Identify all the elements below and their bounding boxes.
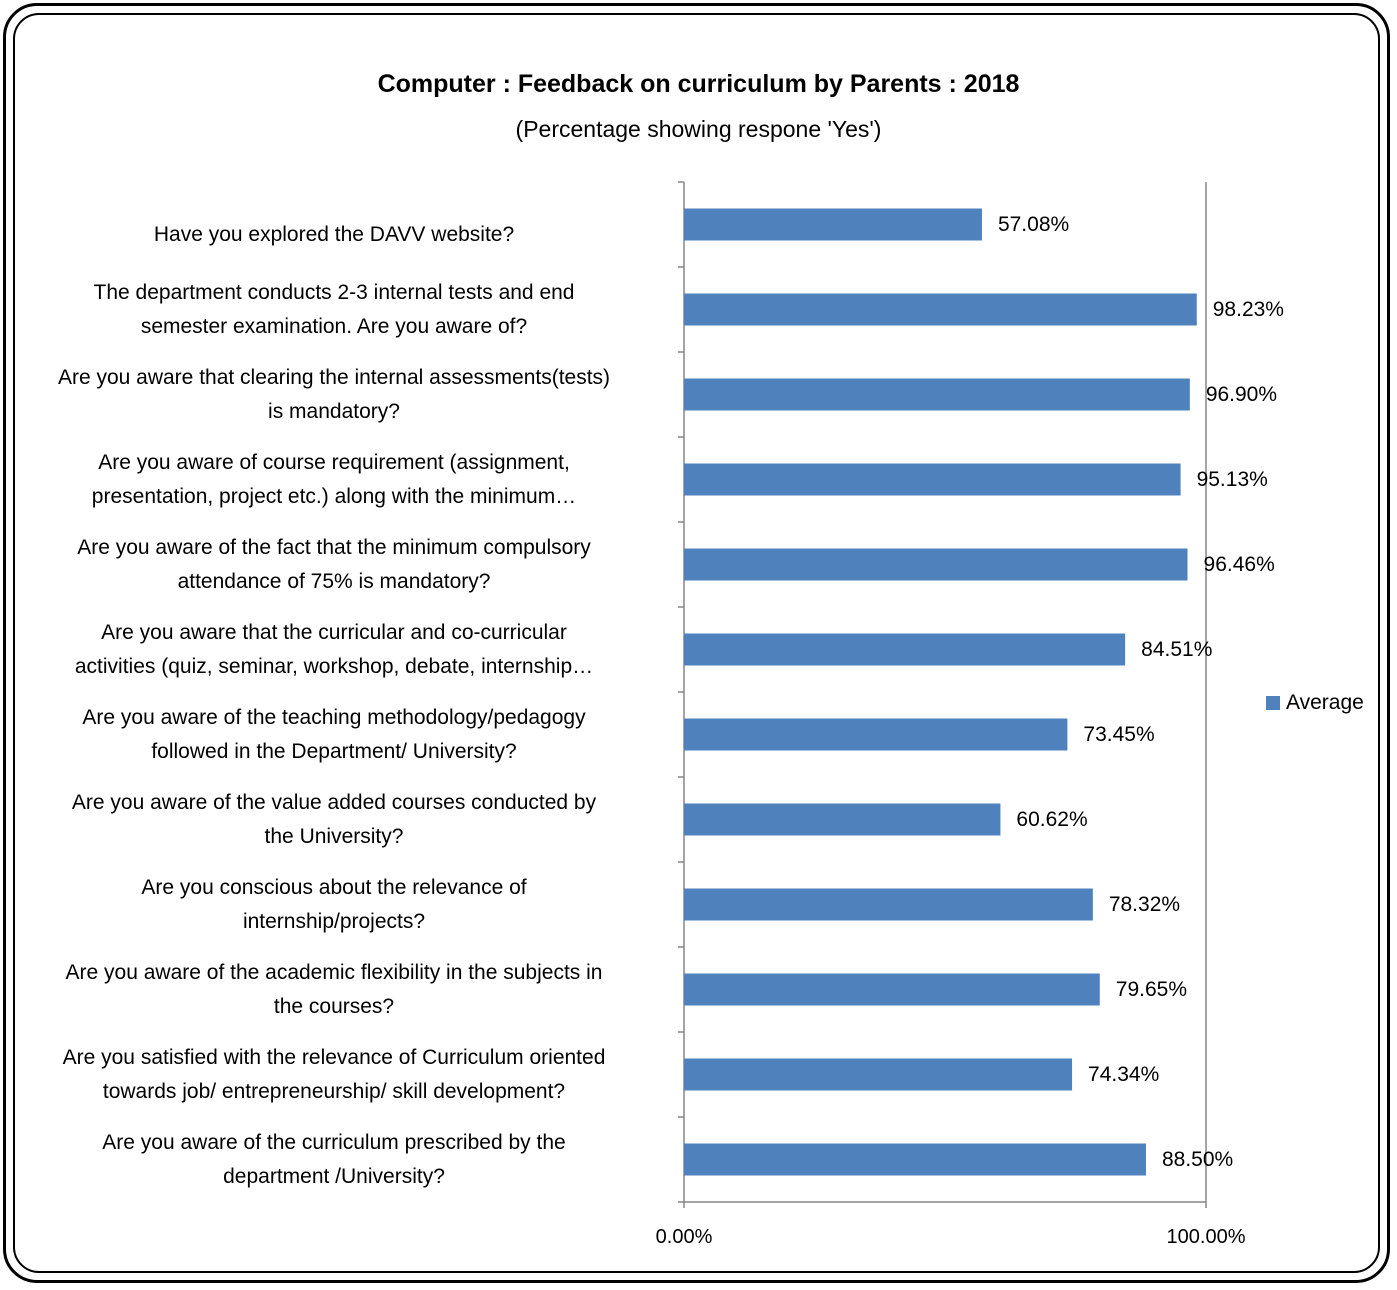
chart-frame-inner bbox=[13, 13, 1380, 1273]
category-label-10: Are you aware of the academic flexibilit… bbox=[65, 960, 603, 1018]
chart-frame-outer bbox=[3, 3, 1390, 1283]
bar-11 bbox=[684, 1058, 1073, 1091]
data-label-3: 96.90% bbox=[1205, 382, 1278, 406]
bar-12 bbox=[684, 1143, 1146, 1176]
bar-8 bbox=[684, 803, 1001, 836]
bar-1 bbox=[684, 208, 982, 241]
legend-label: Average bbox=[1286, 691, 1364, 714]
chart-legend: Average bbox=[1266, 691, 1364, 715]
bar-9 bbox=[684, 888, 1093, 921]
bar-6 bbox=[684, 633, 1126, 666]
data-label-8: 60.62% bbox=[1016, 807, 1088, 831]
category-label-2: The department conducts 2-3 internal tes… bbox=[93, 280, 575, 338]
data-label-10: 79.65% bbox=[1115, 977, 1187, 1001]
category-label-9: Are you conscious about the relevance of… bbox=[141, 875, 527, 933]
bar-4 bbox=[684, 463, 1181, 496]
data-label-7: 73.45% bbox=[1083, 722, 1155, 746]
x-tick-label-0: 0.00% bbox=[655, 1226, 713, 1248]
chart-title: Computer : Feedback on curriculum by Par… bbox=[377, 70, 1020, 98]
data-label-1: 57.08% bbox=[997, 212, 1070, 236]
category-label-4: Are you aware of course requirement (ass… bbox=[91, 450, 577, 508]
data-label-11: 74.34% bbox=[1088, 1062, 1160, 1086]
x-tick-label-100: 100.00% bbox=[1166, 1226, 1246, 1248]
category-label-8: Are you aware of the value added courses… bbox=[71, 790, 597, 848]
bar-5 bbox=[684, 548, 1188, 581]
data-label-4: 95.13% bbox=[1196, 467, 1268, 491]
data-label-9: 78.32% bbox=[1108, 892, 1181, 916]
bar-7 bbox=[684, 718, 1068, 751]
data-label-2: 98.23% bbox=[1212, 297, 1284, 321]
bar-10 bbox=[684, 973, 1100, 1006]
bar-3 bbox=[684, 378, 1190, 411]
data-label-12: 88.50% bbox=[1161, 1147, 1234, 1171]
category-label-3: Are you aware that clearing the internal… bbox=[57, 365, 611, 423]
category-label-11: Are you satisfied with the relevance of … bbox=[62, 1045, 606, 1103]
category-label-7: Are you aware of the teaching methodolog… bbox=[82, 705, 586, 763]
bar-2 bbox=[684, 293, 1197, 326]
chart-subtitle: (Percentage showing respone 'Yes') bbox=[515, 116, 882, 142]
category-label-1: Have you explored the DAVV website? bbox=[153, 222, 515, 246]
category-label-5: Are you aware of the fact that the minim… bbox=[77, 535, 591, 593]
data-label-5: 96.46% bbox=[1203, 552, 1275, 576]
legend-swatch bbox=[1266, 696, 1280, 710]
data-label-6: 84.51% bbox=[1141, 637, 1213, 661]
category-label-12: Are you aware of the curriculum prescrib… bbox=[102, 1130, 566, 1188]
category-label-6: Are you aware that the curricular and co… bbox=[74, 620, 594, 678]
